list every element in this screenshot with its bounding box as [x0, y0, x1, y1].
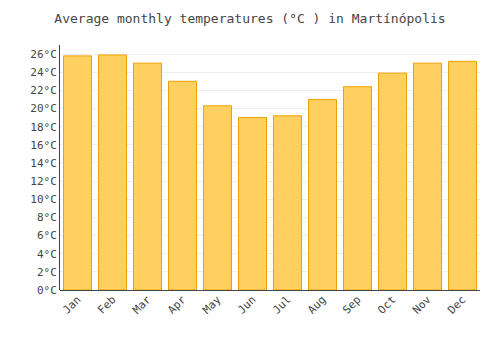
svg-text:Aug: Aug: [305, 293, 328, 316]
svg-text:Jul: Jul: [270, 293, 293, 316]
svg-text:Average monthly temperatures (: Average monthly temperatures (°C ) in Ma…: [54, 11, 445, 26]
svg-text:Feb: Feb: [95, 293, 118, 316]
svg-text:20°C: 20°C: [30, 102, 57, 115]
svg-text:2°C: 2°C: [37, 266, 57, 279]
svg-text:Apr: Apr: [165, 293, 189, 317]
svg-text:24°C: 24°C: [30, 66, 57, 79]
svg-text:10°C: 10°C: [30, 193, 57, 206]
svg-text:Nov: Nov: [410, 293, 434, 317]
svg-text:8°C: 8°C: [37, 211, 57, 224]
svg-text:18°C: 18°C: [30, 121, 57, 134]
svg-text:14°C: 14°C: [30, 157, 57, 170]
svg-text:May: May: [200, 293, 224, 317]
svg-text:26°C: 26°C: [30, 48, 57, 61]
svg-text:Sep: Sep: [340, 293, 363, 316]
svg-text:Mar: Mar: [130, 293, 154, 317]
svg-text:Jun: Jun: [235, 293, 258, 316]
svg-text:Dec: Dec: [445, 293, 468, 316]
svg-text:4°C: 4°C: [37, 248, 57, 261]
svg-text:Oct: Oct: [375, 293, 398, 316]
svg-text:0°C: 0°C: [37, 284, 57, 297]
svg-text:22°C: 22°C: [30, 84, 57, 97]
svg-text:16°C: 16°C: [30, 139, 57, 152]
svg-text:6°C: 6°C: [37, 229, 57, 242]
svg-text:Jan: Jan: [60, 293, 83, 316]
svg-text:12°C: 12°C: [30, 175, 57, 188]
